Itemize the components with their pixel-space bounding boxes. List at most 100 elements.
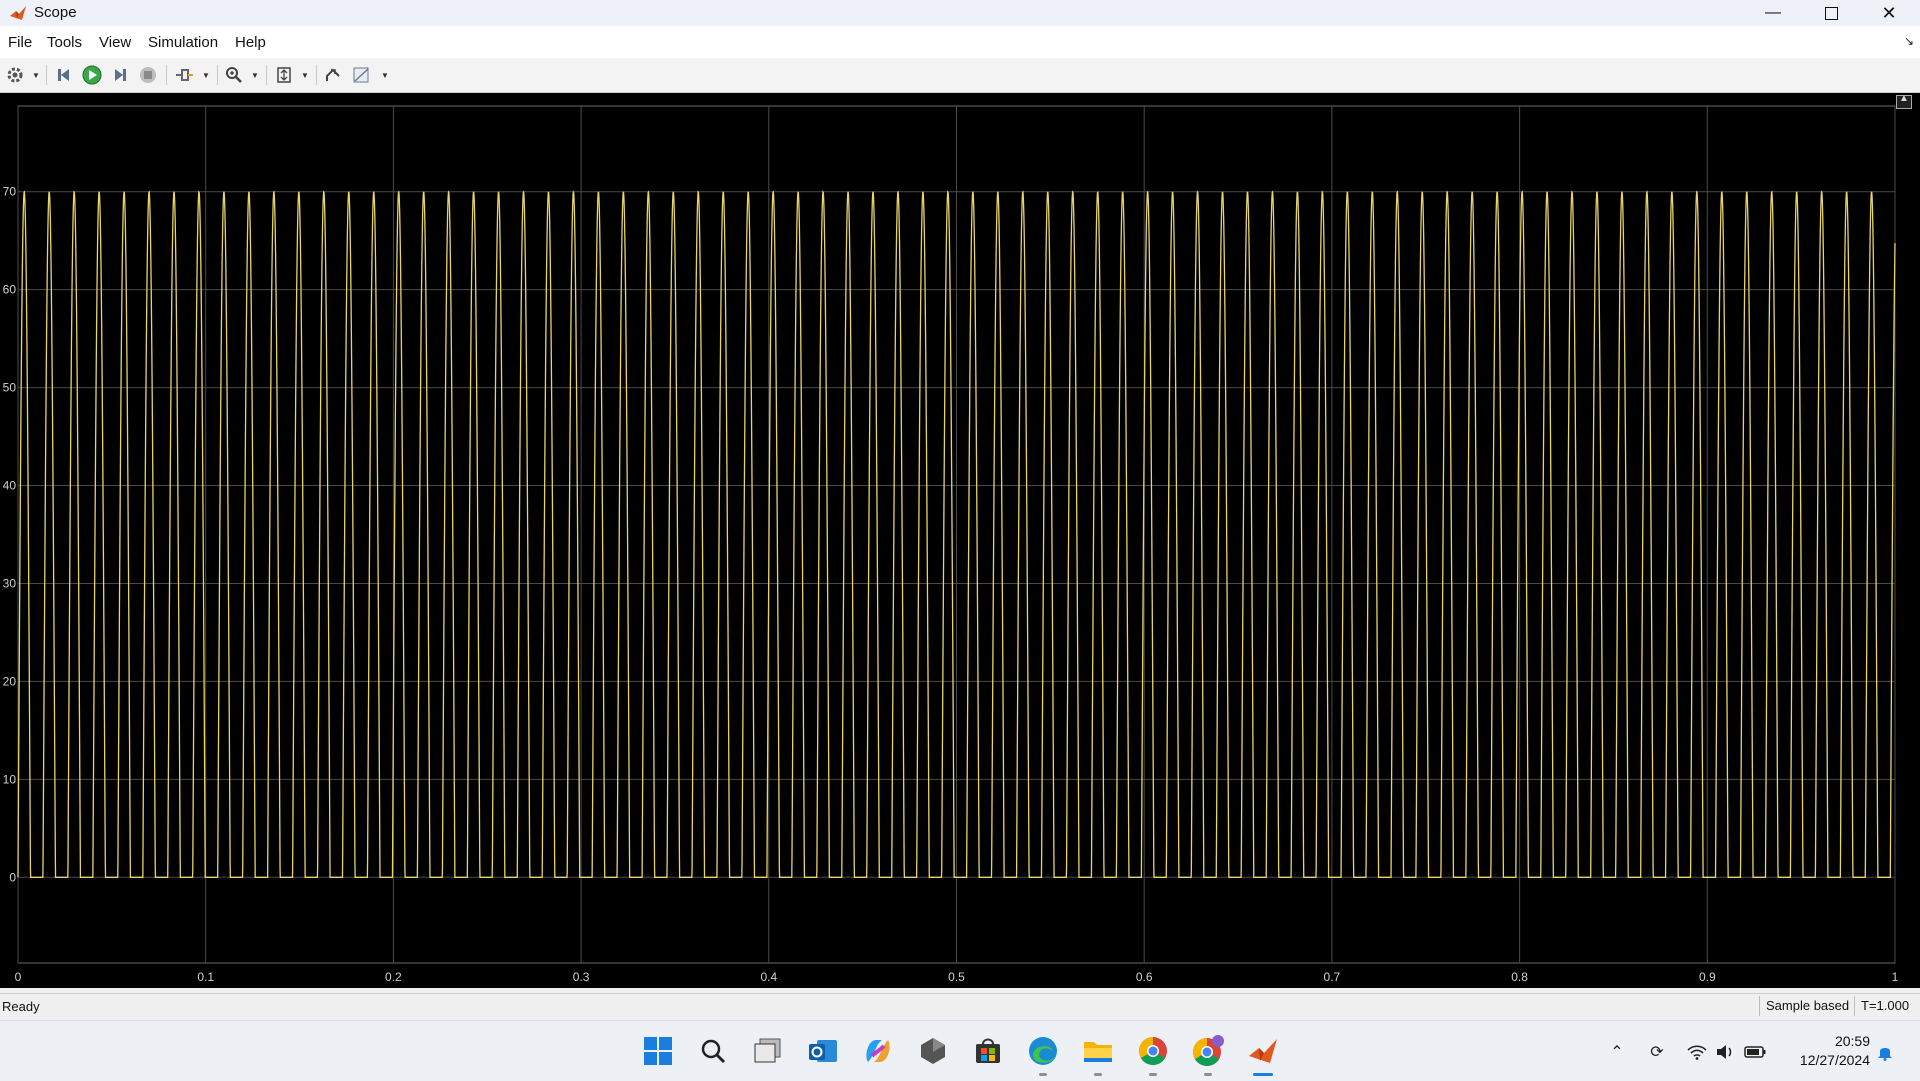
menu-tools[interactable]: Tools	[47, 34, 83, 51]
volume-icon	[1717, 1045, 1732, 1059]
copilot-button[interactable]	[860, 1033, 896, 1069]
settings-icon	[7, 67, 23, 83]
search-button[interactable]	[695, 1033, 731, 1069]
x-tick-label: 0	[15, 970, 22, 984]
stop-button[interactable]	[137, 64, 159, 86]
scope-axes[interactable]: 0 0.1 0.2 0.3 0.4 0.5 0.6 0.7 0.8 0.9 101020304050…	[0, 93, 1920, 988]
battery-icon	[1744, 1046, 1766, 1058]
x-tick-label: 0.3	[573, 970, 590, 984]
restore-view-button[interactable]	[322, 64, 344, 86]
y-tick-label: 0	[9, 870, 16, 884]
scale-axes-icon	[277, 67, 291, 83]
menu-file[interactable]: File	[8, 34, 33, 51]
settings-button[interactable]	[4, 64, 26, 86]
status-bar: Ready Sample based T=1.000	[0, 993, 1920, 1020]
x-tick-label: 0.9	[1699, 970, 1716, 984]
step-forward-button[interactable]	[109, 64, 131, 86]
edge-icon	[1029, 1037, 1057, 1065]
chrome-profile-running-indicator	[1204, 1073, 1212, 1076]
clock[interactable]: 20:59 12/27/2024	[1800, 1032, 1870, 1070]
close-icon: ✕	[1881, 2, 1897, 23]
y-tick-label: 30	[3, 576, 17, 590]
step-back-icon	[58, 69, 69, 81]
simulation-time-indicator: T=1.000	[1854, 996, 1915, 1016]
zoom-button[interactable]	[223, 64, 245, 86]
minimize-button[interactable]: —	[1744, 0, 1802, 26]
edge-button[interactable]	[1025, 1033, 1061, 1069]
run-button[interactable]	[81, 64, 103, 86]
x-tick-label: 0.7	[1324, 970, 1341, 984]
outlook-button[interactable]	[805, 1033, 841, 1069]
sync-icon: ⟳	[1650, 1044, 1664, 1061]
explorer-running-indicator	[1094, 1073, 1102, 1076]
highlight-dropdown-icon[interactable]: ▼	[202, 71, 210, 80]
status-text: Ready	[2, 999, 40, 1014]
menu-view[interactable]: View	[99, 34, 132, 51]
matlab-icon	[1249, 1039, 1277, 1063]
zoom-in-icon	[226, 67, 242, 83]
sample-mode-indicator: Sample based	[1759, 996, 1855, 1016]
highlight-signal-button[interactable]	[173, 64, 195, 86]
step-forward-icon	[115, 69, 126, 81]
file-explorer-icon	[1084, 1042, 1112, 1062]
step-back-button[interactable]	[53, 64, 75, 86]
wifi-icon	[1687, 1045, 1707, 1060]
x-tick-label: 0.8	[1511, 970, 1528, 984]
close-button[interactable]: ✕	[1860, 0, 1918, 26]
sync-button[interactable]: ⟳	[1646, 1041, 1668, 1063]
zoom-dropdown-icon[interactable]: ▼	[251, 71, 259, 80]
notifications-button[interactable]	[1874, 1041, 1896, 1063]
matlab-active-indicator	[1253, 1073, 1273, 1076]
cursor-measure-button[interactable]	[351, 64, 373, 86]
y-tick-label: 70	[3, 185, 17, 199]
menu-bar: File Tools View Simulation Help ↘	[0, 26, 1920, 59]
chevron-up-icon: ⌃	[1610, 1044, 1624, 1061]
task-view-button[interactable]	[750, 1033, 786, 1069]
chrome-profile-button[interactable]	[1190, 1033, 1226, 1069]
menu-help[interactable]: Help	[235, 34, 266, 51]
toolbar-separator	[166, 65, 167, 85]
settings-dropdown-icon[interactable]: ▼	[32, 71, 40, 80]
scale-dropdown-icon[interactable]: ▼	[301, 71, 309, 80]
copilot-icon	[866, 1040, 890, 1062]
bell-icon	[1878, 1048, 1892, 1061]
maximize-icon	[1824, 6, 1838, 20]
x-tick-label: 0.6	[1136, 970, 1153, 984]
show-hidden-icons-button[interactable]: ⌃	[1606, 1041, 1628, 1063]
toolbar-separator	[266, 65, 267, 85]
menu-simulation[interactable]: Simulation	[148, 34, 219, 51]
start-button[interactable]	[640, 1033, 676, 1069]
expand-icon: ▲	[1899, 93, 1909, 104]
wifi-button[interactable]	[1686, 1041, 1708, 1063]
scope-plot-area[interactable]: 0 0.1 0.2 0.3 0.4 0.5 0.6 0.7 0.8 0.9 1 0 10 20 30 40 50…	[0, 93, 1920, 988]
toolbar-separator	[316, 65, 317, 85]
y-tick-label: 10	[3, 772, 17, 786]
battery-button[interactable]	[1744, 1041, 1766, 1063]
app-button[interactable]	[915, 1033, 951, 1069]
undock-arrow-icon[interactable]: ↘	[1903, 34, 1914, 48]
undock-axes-button[interactable]: ▲	[1896, 93, 1912, 109]
app-icon	[921, 1038, 945, 1064]
scale-axes-button[interactable]	[273, 64, 295, 86]
y-tick-label: 40	[3, 479, 17, 493]
run-icon	[82, 65, 102, 85]
matlab-logo-icon	[10, 6, 26, 20]
measure-dropdown-icon[interactable]: ▼	[381, 71, 389, 80]
x-tick-label: 0.1	[197, 970, 214, 984]
maximize-button[interactable]	[1802, 0, 1860, 26]
x-tick-label: 0.4	[760, 970, 777, 984]
file-explorer-button[interactable]	[1080, 1033, 1116, 1069]
signal-series-line	[17, 190, 1896, 878]
volume-button[interactable]	[1714, 1041, 1736, 1063]
stop-icon	[140, 67, 156, 83]
chrome-profile-icon	[1193, 1035, 1224, 1066]
window-title: Scope	[34, 4, 77, 21]
x-tick-label: 0.5	[948, 970, 965, 984]
matlab-button[interactable]	[1245, 1033, 1281, 1069]
search-icon	[701, 1039, 726, 1064]
toolbar: ▼ ▼ ▼ ▼ ▼	[0, 58, 1920, 93]
clock-time: 20:59	[1834, 1033, 1870, 1049]
chrome-button[interactable]	[1135, 1033, 1171, 1069]
task-view-icon	[754, 1038, 781, 1063]
store-button[interactable]	[970, 1033, 1006, 1069]
